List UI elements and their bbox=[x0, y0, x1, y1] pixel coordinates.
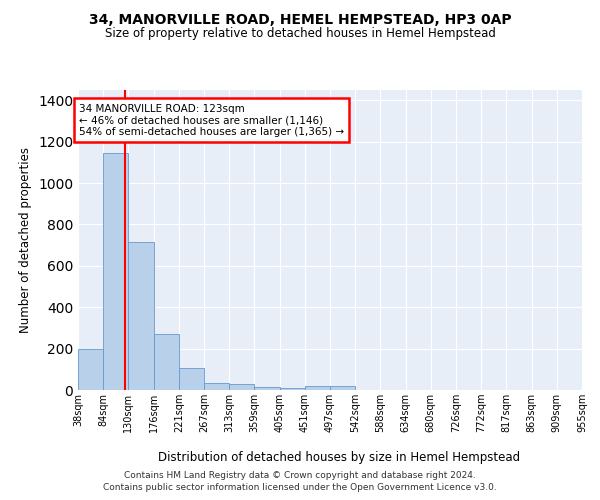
Bar bbox=[229, 384, 254, 390]
Bar bbox=[179, 368, 204, 390]
Bar bbox=[204, 383, 229, 390]
Text: Contains HM Land Registry data © Crown copyright and database right 2024.: Contains HM Land Registry data © Crown c… bbox=[124, 472, 476, 480]
Text: 34, MANORVILLE ROAD, HEMEL HEMPSTEAD, HP3 0AP: 34, MANORVILLE ROAD, HEMEL HEMPSTEAD, HP… bbox=[89, 12, 511, 26]
Y-axis label: Number of detached properties: Number of detached properties bbox=[19, 147, 32, 333]
Bar bbox=[330, 386, 355, 390]
Bar bbox=[78, 349, 103, 390]
Text: Distribution of detached houses by size in Hemel Hempstead: Distribution of detached houses by size … bbox=[158, 451, 520, 464]
Bar bbox=[128, 242, 154, 390]
Bar bbox=[305, 386, 330, 390]
Bar bbox=[103, 153, 128, 390]
Text: 34 MANORVILLE ROAD: 123sqm
← 46% of detached houses are smaller (1,146)
54% of s: 34 MANORVILLE ROAD: 123sqm ← 46% of deta… bbox=[79, 104, 344, 136]
Bar bbox=[254, 387, 280, 390]
Text: Size of property relative to detached houses in Hemel Hempstead: Size of property relative to detached ho… bbox=[104, 28, 496, 40]
Bar bbox=[280, 388, 305, 390]
Text: Contains public sector information licensed under the Open Government Licence v3: Contains public sector information licen… bbox=[103, 483, 497, 492]
Bar bbox=[154, 334, 179, 390]
